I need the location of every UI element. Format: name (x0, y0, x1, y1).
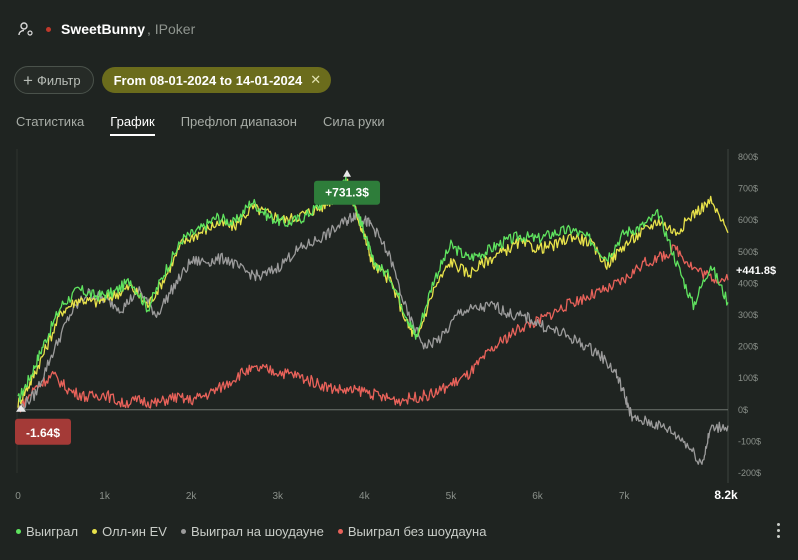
max-label: +731.3$ (325, 186, 369, 200)
room-name: , IPoker (147, 21, 196, 37)
y-tick-label: 800$ (738, 152, 758, 162)
y-tick-label: 100$ (738, 373, 758, 383)
date-range-chip[interactable]: From 08-01-2024 to 14-01-2024 ✕ (101, 67, 332, 93)
x-tick-label: 6k (532, 491, 544, 502)
legend-dot (16, 529, 21, 534)
x-tick-label: 3k (272, 491, 284, 502)
player-name[interactable]: SweetBunny (61, 21, 146, 37)
tab-bar: Статистика График Префлоп диапазон Сила … (16, 114, 385, 136)
start-marker (16, 404, 26, 412)
x-tick-label: 0 (15, 491, 21, 502)
tab-statistics[interactable]: Статистика (16, 114, 85, 129)
y-tick-label: 600$ (738, 215, 758, 225)
user-settings-icon[interactable] (18, 21, 34, 37)
legend-dot (180, 529, 186, 534)
y-tick-label: -200$ (738, 468, 761, 478)
tab-preflop-range[interactable]: Префлоп диапазон (180, 114, 297, 129)
y-tick-label: 300$ (738, 310, 758, 320)
results-chart[interactable]: -200$ -100$ 0$ 100$ 200$ 300$ 400$ 500$ 600$ 700$… (0, 140, 798, 510)
legend-dot (337, 529, 343, 534)
legend-item-won[interactable]: Выиграл (16, 524, 78, 539)
y-tick-label: 500$ (738, 247, 758, 257)
x-tick-label: 8.2k (714, 488, 738, 502)
legend-label: Олл-ин EV (102, 524, 167, 539)
legend-label: Выиграл без шоудауна (347, 524, 487, 539)
status-dot (46, 26, 51, 32)
legend-label: Выиграл (26, 524, 79, 539)
legend-item-allin-ev[interactable]: Олл-ин EV (92, 524, 167, 539)
legend-dot (92, 529, 98, 534)
add-filter-button[interactable]: + Фильтр (14, 66, 94, 94)
legend-item-showdown[interactable]: Выиграл на шоудауне (180, 524, 324, 539)
date-range-label: From 08-01-2024 to 14-01-2024 (113, 72, 303, 88)
more-vertical-icon[interactable] (772, 520, 784, 540)
x-tick-label: 5k (446, 491, 458, 502)
x-tick-label: 4k (359, 491, 371, 502)
chart-legend: Выиграл Олл-ин EV Выиграл на шоудауне Вы… (16, 524, 486, 539)
y-tick-label: 700$ (738, 184, 758, 194)
y-tick-label: 0$ (738, 405, 748, 415)
y-tick-label: -100$ (738, 436, 761, 446)
close-icon[interactable]: ✕ (310, 72, 322, 87)
series-line-3 (17, 244, 729, 413)
legend-item-non-showdown[interactable]: Выиграл без шоудауна (337, 524, 487, 539)
series-line-2 (17, 211, 729, 465)
start-label: -1.64$ (26, 426, 60, 440)
x-tick-label: 1k (99, 491, 111, 502)
y-tick-label: 400$ (738, 278, 758, 288)
plus-icon: + (23, 70, 33, 90)
filter-bar: + Фильтр From 08-01-2024 to 14-01-2024 ✕ (14, 66, 332, 94)
tab-hand-strength[interactable]: Сила руки (322, 114, 385, 129)
legend-label: Выиграл на шоудауне (190, 524, 324, 539)
x-tick-label: 7k (619, 491, 631, 502)
max-badge (314, 180, 381, 205)
start-badge (15, 418, 71, 445)
y-tick-label: 200$ (738, 342, 758, 352)
series-line-0 (17, 176, 729, 403)
add-filter-label: Фильтр (36, 72, 81, 88)
x-tick-label: 2k (186, 491, 198, 502)
series-line-1 (17, 178, 729, 408)
tab-chart[interactable]: График (110, 114, 155, 136)
end-label: +441.8$ (736, 265, 776, 277)
header: SweetBunny , IPoker (18, 18, 195, 40)
max-marker (343, 169, 352, 177)
